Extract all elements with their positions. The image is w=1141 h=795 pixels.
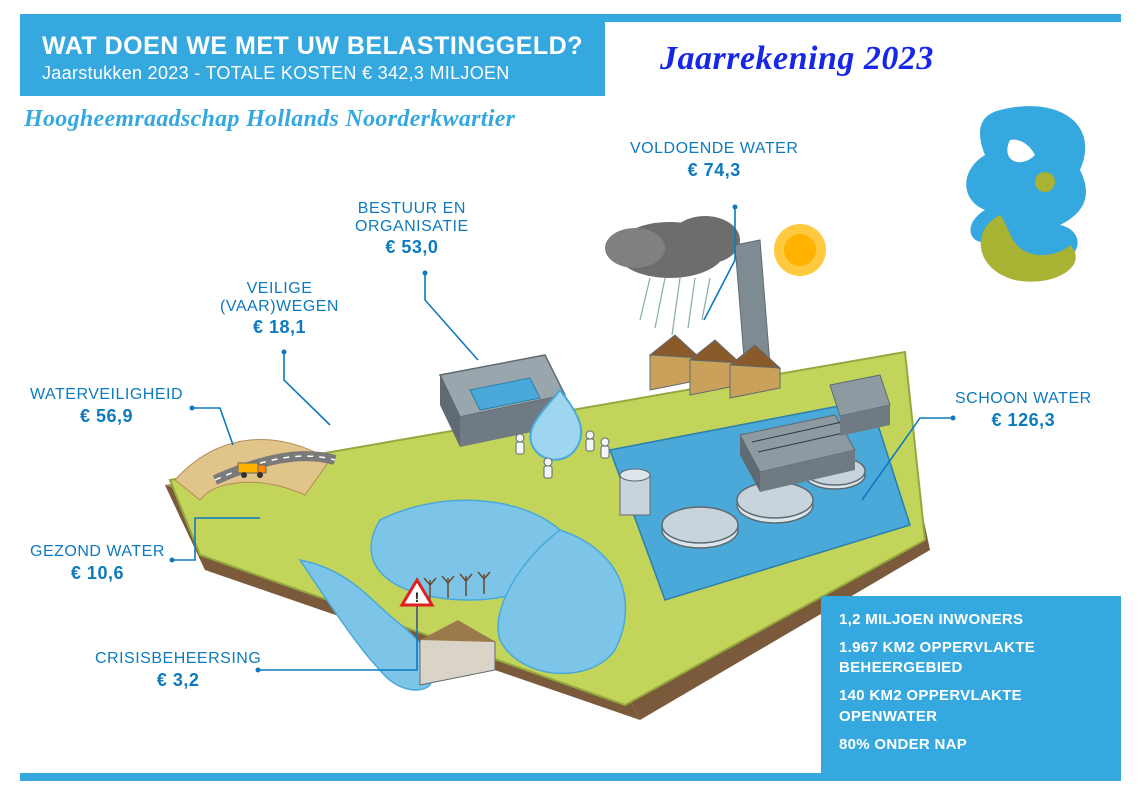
callout-value: € 3,2 — [95, 670, 261, 691]
banner-title: Jaarrekening 2023 — [660, 40, 934, 78]
callout-label: VEILIGE (VAAR)WEGEN — [220, 280, 339, 315]
facts-panel: 1,2 MILJOEN INWONERS 1.967 KM2 OPPERVLAK… — [821, 596, 1121, 774]
callout-value: € 10,6 — [30, 563, 165, 584]
callout-voldoende-water: VOLDOENDE WATER € 74,3 — [630, 140, 798, 181]
callout-schoon-water: SCHOON WATER € 126,3 — [955, 390, 1092, 431]
bottom-accent-bar — [20, 773, 1121, 781]
silo — [620, 469, 650, 515]
svg-text:!: ! — [415, 589, 420, 605]
top-accent-bar — [20, 14, 1121, 22]
callout-label: SCHOON WATER — [955, 390, 1092, 408]
callout-gezond-water: GEZOND WATER € 10,6 — [30, 543, 165, 584]
callout-label: WATERVEILIGHEID — [30, 386, 183, 404]
fact-item: 80% ONDER NAP — [839, 735, 1103, 755]
header-panel: WAT DOEN WE MET UW BELASTINGGELD? Jaarst… — [20, 22, 605, 96]
callout-value: € 126,3 — [955, 410, 1092, 431]
callout-waterveiligheid: WATERVEILIGHEID € 56,9 — [30, 386, 183, 427]
callout-bestuur: BESTUUR EN ORGANISATIE€ 53,0 — [355, 200, 469, 258]
sun-icon — [774, 224, 826, 276]
callout-label: CRISISBEHEERSING — [95, 650, 261, 668]
callout-value: € 56,9 — [30, 406, 183, 427]
fact-item: 140 KM2 OPPERVLAKTE OPENWATER — [839, 686, 1103, 727]
callout-crisisbeheersing: CRISISBEHEERSING € 3,2 — [95, 650, 261, 691]
fact-item: 1.967 KM2 OPPERVLAKTE BEHEERGEBIED — [839, 638, 1103, 679]
callout-value: € 74,3 — [630, 160, 798, 181]
fact-item: 1,2 MILJOEN INWONERS — [839, 610, 1103, 630]
organization-name: Hoogheemraadschap Hollands Noorderkwarti… — [24, 106, 515, 133]
header-title: WAT DOEN WE MET UW BELASTINGGELD? — [42, 32, 583, 61]
callout-label: VOLDOENDE WATER — [630, 140, 798, 158]
callout-label: BESTUUR EN ORGANISATIE — [355, 200, 469, 235]
callout-label: GEZOND WATER — [30, 543, 165, 561]
header-subtitle: Jaarstukken 2023 - TOTALE KOSTEN € 342,3… — [42, 63, 583, 84]
callout-value: € 18,1 — [220, 317, 339, 338]
cloud-icon — [605, 216, 740, 335]
callout-value: € 53,0 — [355, 237, 469, 258]
callout-veilige-wegen: VEILIGE (VAAR)WEGEN€ 18,1 — [220, 280, 339, 338]
